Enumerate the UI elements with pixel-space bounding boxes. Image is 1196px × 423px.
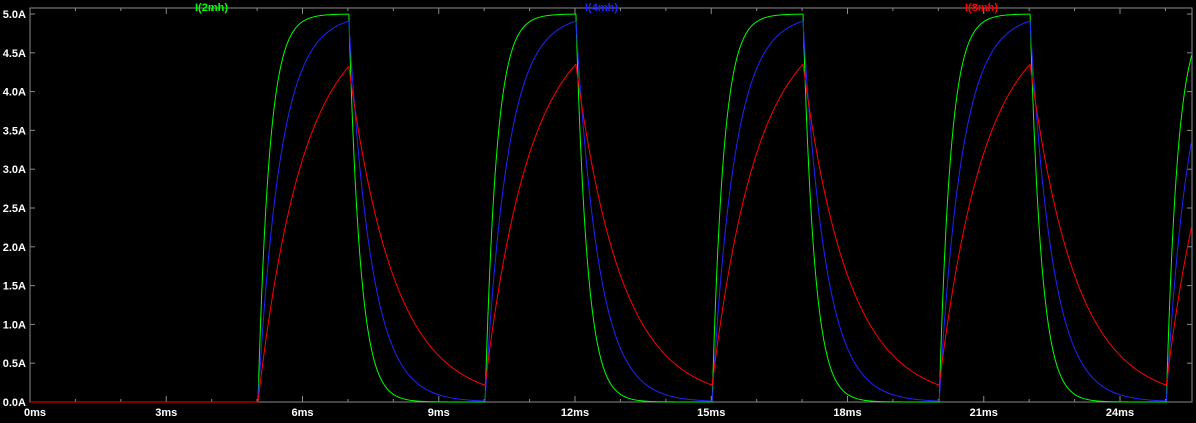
trace-I(2mh) xyxy=(30,13,1193,403)
legend-trace-1: I(2mh) xyxy=(195,2,228,14)
y-tick-label: 3.0A xyxy=(3,164,26,176)
y-tick-label: 4.5A xyxy=(3,48,26,60)
x-tick-label: 12ms xyxy=(561,407,589,419)
plot-border xyxy=(29,7,1193,403)
x-tick-label: 21ms xyxy=(970,407,998,419)
y-tick-label: 4.0A xyxy=(3,87,26,99)
y-tick-label: 0.5A xyxy=(3,358,26,370)
x-tick-label: 15ms xyxy=(697,407,725,419)
x-tick-label: 9ms xyxy=(428,407,450,419)
x-tick-label: 6ms xyxy=(291,407,313,419)
x-tick-label: 3ms xyxy=(155,407,177,419)
trace-I(8mh) xyxy=(30,63,1193,403)
y-tick-label: 3.5A xyxy=(3,125,26,137)
x-tick-label: 18ms xyxy=(833,407,861,419)
trace-I(4mh) xyxy=(30,20,1193,403)
legend-trace-3: I(8mh) xyxy=(965,2,998,14)
y-tick-label: 0.0A xyxy=(3,397,26,409)
x-tick-label: 24ms xyxy=(1106,407,1134,419)
x-tick-label: 0ms xyxy=(24,407,46,419)
y-tick-label: 2.0A xyxy=(3,242,26,254)
y-tick-label: 1.5A xyxy=(3,281,26,293)
y-tick-label: 5.0A xyxy=(3,9,26,21)
y-tick-label: 1.0A xyxy=(3,319,26,331)
y-tick-label: 2.5A xyxy=(3,203,26,215)
legend-trace-2: I(4mh) xyxy=(585,2,618,14)
